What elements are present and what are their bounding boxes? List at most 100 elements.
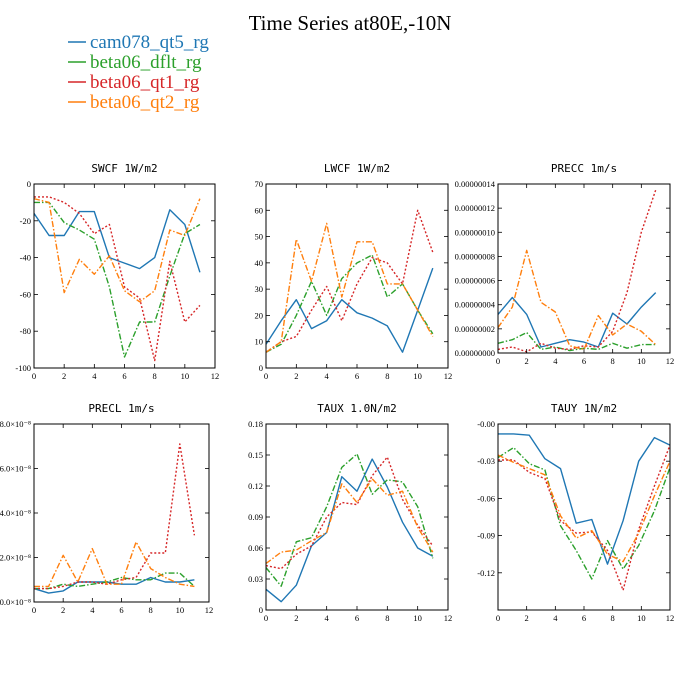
chart-panel: PRECC 1m/s 0 2 4 6 8 10 12 0.00000000 0.00000002 0… xyxy=(455,162,675,366)
y-tick-label: 40 xyxy=(255,258,264,268)
y-tick-label: -0.09 xyxy=(477,531,495,541)
panel-title: TAUX 1.0N/m2 xyxy=(317,402,396,415)
panel-title: PRECC 1m/s xyxy=(551,162,617,175)
x-tick-label: 12 xyxy=(211,371,220,381)
y-tick-label: 0 xyxy=(259,363,263,373)
y-tick-label: 60 xyxy=(255,205,264,215)
series-line-beta06_qt1_rg xyxy=(498,444,670,591)
series-line-beta06_dflt_rg xyxy=(266,453,434,587)
y-tick-label: 0.12 xyxy=(248,481,263,491)
panel-title: TAUY 1N/m2 xyxy=(551,402,617,415)
y-tick-label: 8.0×10⁻⁸ xyxy=(0,419,31,429)
x-tick-label: 4 xyxy=(92,371,97,381)
series-line-beta06_qt2_rg xyxy=(266,222,434,353)
series-line-beta06_qt1_rg xyxy=(498,189,657,353)
y-tick-label: 0.00000014 xyxy=(455,179,496,189)
x-tick-label: 2 xyxy=(525,613,529,623)
y-tick-label: 0.0×10⁻⁸ xyxy=(0,597,31,607)
x-tick-label: 0 xyxy=(496,356,500,366)
panel-title: SWCF 1W/m2 xyxy=(91,162,157,175)
y-tick-label: 0.00000010 xyxy=(455,227,495,237)
panel-title: LWCF 1W/m2 xyxy=(324,162,390,175)
x-tick-label: 8 xyxy=(385,371,389,381)
x-tick-label: 10 xyxy=(637,613,646,623)
y-tick-label: -0.06 xyxy=(477,493,495,503)
y-tick-label: -0.12 xyxy=(477,568,495,578)
x-tick-label: 12 xyxy=(205,605,214,615)
x-tick-label: 8 xyxy=(611,613,615,623)
y-tick-label: -0.00 xyxy=(477,419,495,429)
series-line-beta06_qt1_rg xyxy=(34,443,196,590)
x-tick-label: 4 xyxy=(325,371,330,381)
y-tick-label: 0.15 xyxy=(248,450,263,460)
x-tick-label: 12 xyxy=(666,613,675,623)
panels: SWCF 1W/m2 0 2 4 6 8 10 12 0 -20 -40 -60 -80 -100 LWCF… xyxy=(0,162,674,623)
series-line-cam078_qt5_rg xyxy=(266,458,434,603)
legend-label: beta06_qt1_rg xyxy=(90,72,200,93)
y-tick-label: 0.00000012 xyxy=(455,203,495,213)
x-tick-label: 4 xyxy=(325,613,330,623)
x-tick-label: 10 xyxy=(413,613,422,623)
series-line-cam078_qt5_rg xyxy=(34,209,201,273)
chart-panel: SWCF 1W/m2 0 2 4 6 8 10 12 0 -20 -40 -60 -80 -100 xyxy=(15,162,219,381)
legend-label: cam078_qt5_rg xyxy=(90,32,209,53)
y-tick-label: 0.00000008 xyxy=(455,251,495,261)
x-tick-label: 6 xyxy=(582,356,586,366)
y-tick-label: 30 xyxy=(255,284,264,294)
x-tick-label: 8 xyxy=(149,605,153,615)
series-line-beta06_qt1_rg xyxy=(266,209,434,353)
y-tick-label: 0.09 xyxy=(248,512,263,522)
series-line-beta06_qt1_rg xyxy=(266,456,434,570)
legend-label: beta06_qt2_rg xyxy=(90,92,200,113)
y-tick-label: -80 xyxy=(20,326,31,336)
x-tick-label: 6 xyxy=(355,371,359,381)
y-tick-label: 0.03 xyxy=(248,574,263,584)
y-tick-label: 0.18 xyxy=(248,419,263,429)
series-line-cam078_qt5_rg xyxy=(498,292,657,348)
x-tick-label: 8 xyxy=(153,371,157,381)
y-tick-label: -40 xyxy=(20,253,31,263)
y-tick-label: 0 xyxy=(259,605,263,615)
x-tick-label: 12 xyxy=(444,613,453,623)
x-tick-label: 0 xyxy=(496,613,500,623)
y-tick-label: -60 xyxy=(20,289,31,299)
series-line-beta06_qt2_rg xyxy=(498,454,670,563)
x-tick-label: 10 xyxy=(176,605,185,615)
y-tick-label: 0 xyxy=(27,179,31,189)
series-line-beta06_qt1_rg xyxy=(34,196,201,362)
series-line-beta06_dflt_rg xyxy=(498,446,670,580)
x-tick-label: 4 xyxy=(553,613,558,623)
series-line-beta06_dflt_rg xyxy=(498,331,656,352)
x-tick-label: 8 xyxy=(385,613,389,623)
y-tick-label: 2.0×10⁻⁸ xyxy=(0,553,31,563)
x-tick-label: 4 xyxy=(553,356,558,366)
series-line-cam078_qt5_rg xyxy=(498,433,670,565)
series-line-beta06_qt2_rg xyxy=(34,198,201,303)
plot-frame xyxy=(497,183,671,354)
y-tick-label: 20 xyxy=(255,310,264,320)
legend-label: beta06_dflt_rg xyxy=(90,52,202,73)
plot-frame xyxy=(33,183,216,369)
y-tick-label: 0.00000002 xyxy=(455,324,495,334)
series-line-beta06_dflt_rg xyxy=(34,572,195,590)
series-line-beta06_qt2_rg xyxy=(498,249,657,351)
y-tick-label: 0.00000006 xyxy=(455,276,495,286)
legend: cam078_qt5_rgbeta06_dflt_rgbeta06_qt1_rg… xyxy=(68,32,209,113)
x-tick-label: 2 xyxy=(525,356,529,366)
y-tick-label: 0.06 xyxy=(248,543,263,553)
x-tick-label: 2 xyxy=(294,613,298,623)
series-line-beta06_qt2_rg xyxy=(266,478,434,565)
x-tick-label: 12 xyxy=(444,371,453,381)
series-line-beta06_dflt_rg xyxy=(34,201,201,358)
series-line-cam078_qt5_rg xyxy=(34,576,195,594)
chart-panel: TAUY 1N/m2 0 2 4 6 8 10 12 -0.00 -0.03 -0.06 -0.09 -… xyxy=(477,402,674,623)
x-tick-label: 0 xyxy=(264,613,268,623)
y-tick-label: 50 xyxy=(255,232,264,242)
plot-frame xyxy=(265,183,449,369)
chart-panel: TAUX 1.0N/m2 0 2 4 6 8 10 12 0 0.03 0.06 0.09 0.12 0.… xyxy=(248,402,452,623)
x-tick-label: 10 xyxy=(181,371,190,381)
x-tick-label: 12 xyxy=(666,356,675,366)
y-tick-label: 10 xyxy=(255,337,264,347)
x-tick-label: 6 xyxy=(122,371,126,381)
x-tick-label: 0 xyxy=(264,371,268,381)
